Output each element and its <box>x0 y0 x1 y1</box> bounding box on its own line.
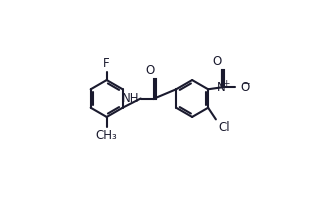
Text: NH: NH <box>122 92 140 105</box>
Text: Cl: Cl <box>219 121 230 134</box>
Text: CH₃: CH₃ <box>96 129 118 142</box>
Text: +: + <box>222 79 230 88</box>
Text: N: N <box>217 81 226 94</box>
Text: O: O <box>146 64 155 77</box>
Text: O: O <box>240 81 249 94</box>
Text: −: − <box>242 79 250 89</box>
Text: O: O <box>212 55 221 68</box>
Text: F: F <box>103 57 110 70</box>
